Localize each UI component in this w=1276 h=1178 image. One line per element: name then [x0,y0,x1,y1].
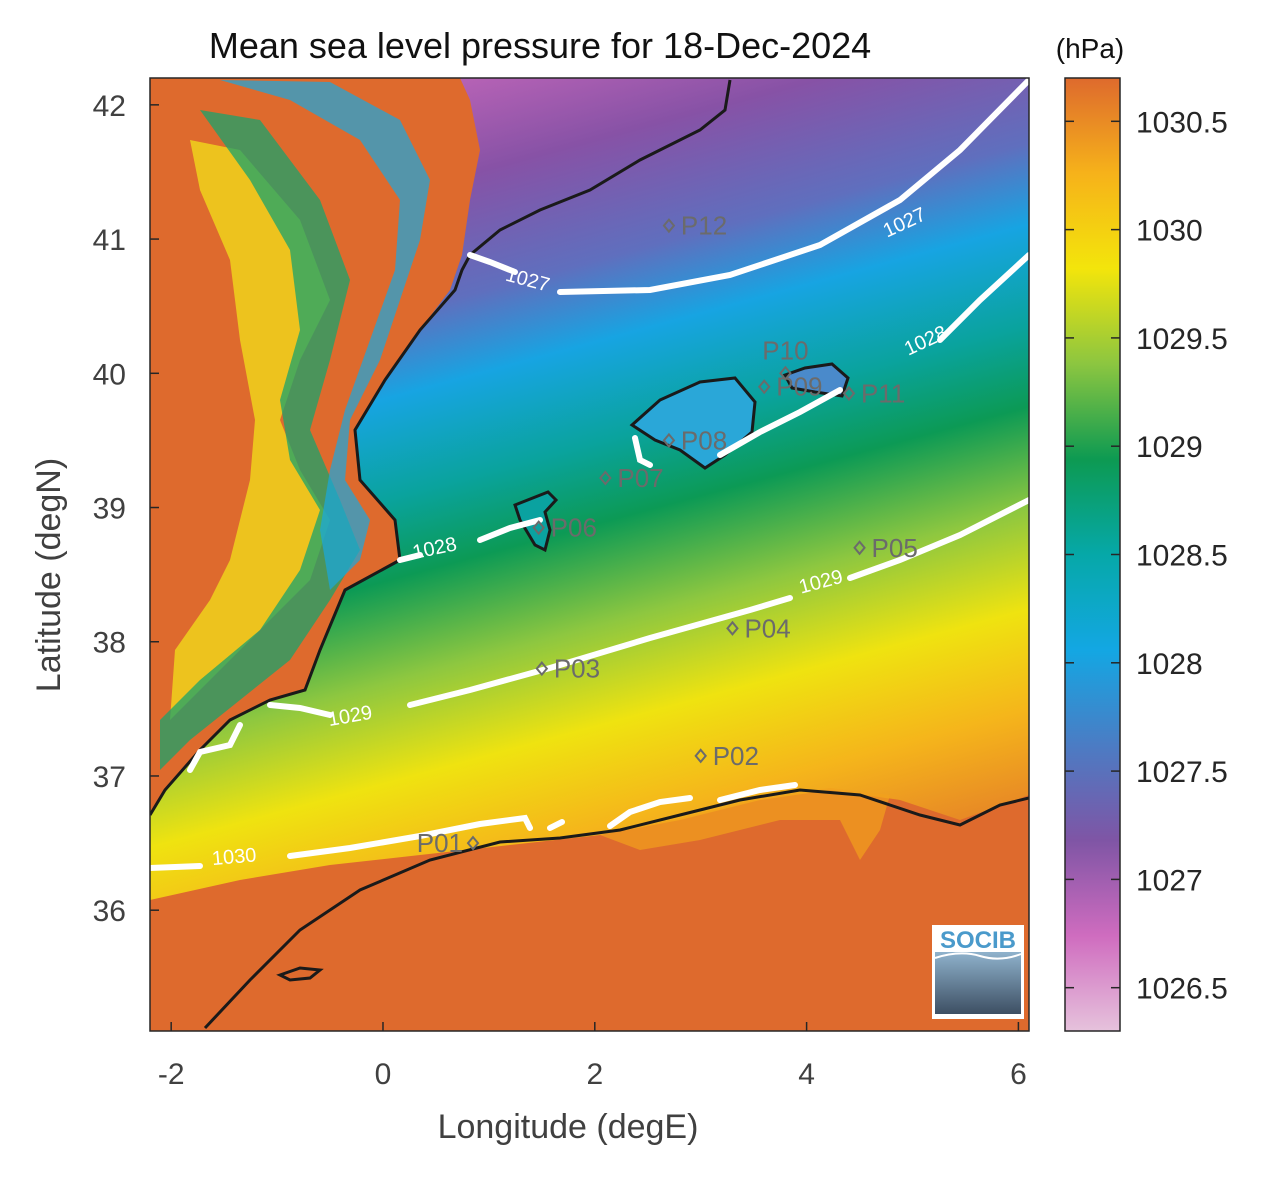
colorbar-tick-label: 1028.5 [1136,540,1228,573]
contour-label: 1030 [211,844,257,870]
y-tick-label: 39 [93,493,126,526]
station-marker [779,365,792,381]
station-marker [466,835,480,851]
colorbar-ticks: 1030.5 1030 1029.5 1029 1028.5 1028 1027.5 1027… [1065,106,1228,1006]
station-label: P01 [417,828,463,858]
contour-1027-north [557,78,1029,295]
x-tick-label: 6 [1010,1058,1027,1091]
station-marker [842,385,856,401]
station-label: P10 [762,335,808,365]
contour-1029-sw [187,722,243,773]
contour-1028 [397,252,1029,563]
contour-1030 [150,782,798,871]
colorbar-tick-label: 1026.5 [1136,973,1228,1006]
station-label: P02 [713,741,759,771]
x-axis-label: Longitude (degE) [438,1108,699,1146]
map-frame [149,77,1030,1032]
y-tick-label: 37 [93,761,126,794]
x-tick-label: -2 [158,1058,185,1091]
station-marker [726,620,739,636]
station-marker [853,540,866,556]
y-tick-label: 40 [93,358,126,391]
land-iberia-coastal-cyan [220,80,430,590]
station-marker [662,432,676,448]
station-marker [599,470,612,486]
contour-1027-north-west [467,252,518,275]
colorbar-tick-label: 1027 [1136,864,1203,897]
colorbar-tick-label: 1028 [1136,648,1203,681]
colorbar [1064,77,1121,1032]
station-marker [662,218,676,234]
colorbar-tick-label: 1030 [1136,215,1203,248]
colorbar-tick-label: 1029.5 [1136,323,1228,356]
contour-1029 [267,497,1029,718]
socib-logo-text: SOCIB [940,927,1016,954]
station-label: P08 [681,425,727,455]
y-tick-label: 38 [93,627,126,660]
station-marker [532,520,545,536]
y-tick-label: 36 [93,895,126,928]
x-axis-ticks: -2 0 2 4 6 [158,1022,1027,1091]
station-label: P04 [744,613,790,643]
land-north-africa [150,790,1029,1031]
station-label: P05 [872,533,918,563]
x-tick-label: 2 [586,1058,603,1091]
colorbar-tick-label: 1029 [1136,431,1203,464]
y-axis-ticks: 42 41 40 39 38 37 36 [93,90,159,928]
colorbar-units: (hPa) [1056,33,1124,64]
coastline-africa [203,788,1029,1030]
land-africa-coast-glow [600,788,890,860]
station-label: P11 [861,378,905,408]
station-marker [694,748,708,764]
y-tick-label: 41 [93,224,126,257]
x-tick-label: 4 [798,1058,815,1091]
y-tick-label: 42 [93,90,126,123]
island-mallorca [629,376,757,470]
station-marker [757,379,771,395]
contour-lines [150,78,1029,871]
station-label: P07 [617,463,663,493]
land-iberia-coastal-yellow [170,140,330,720]
island-menorca [782,362,850,398]
land-iberia-coastal-green [160,110,360,770]
station-label: P06 [551,513,597,543]
colorbar-tick-label: 1030.5 [1136,106,1228,139]
coastline-iberia [150,79,732,816]
station-label: P12 [681,211,727,241]
station-marker [535,661,549,677]
map-title: Mean sea level pressure for 18-Dec-2024 [209,25,871,66]
coastline-alboran-island [276,966,324,982]
y-axis-label: Latitude (degN) [30,458,68,692]
station-label: P03 [554,654,600,684]
socib-logo: SOCIB [932,925,1024,1019]
x-tick-label: 0 [375,1058,392,1091]
colorbar-tick-label: 1027.5 [1136,756,1228,789]
